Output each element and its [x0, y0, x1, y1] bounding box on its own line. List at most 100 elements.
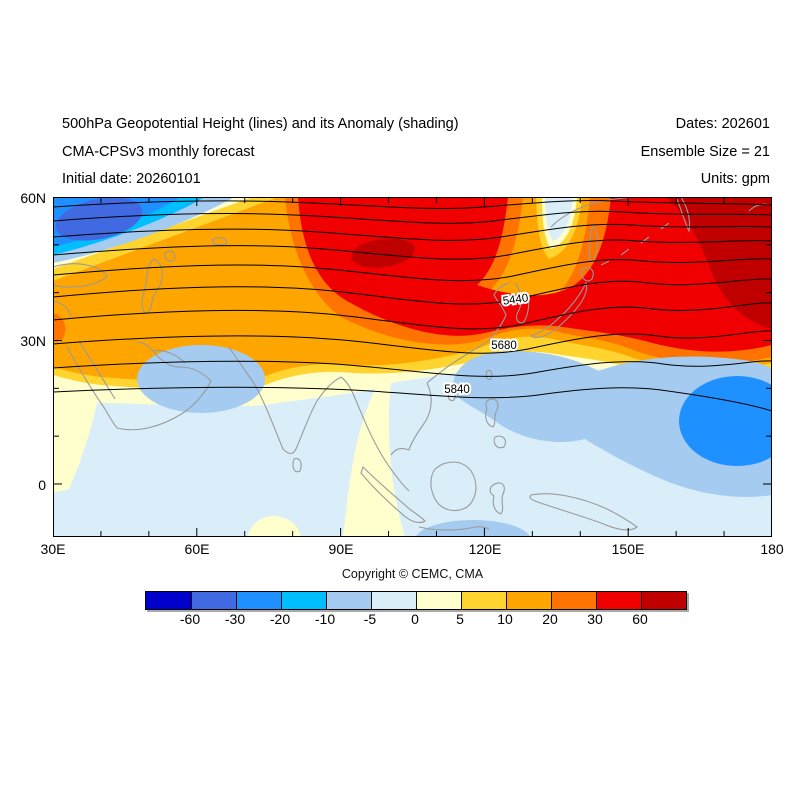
height-contour-5840	[53, 386, 772, 412]
header-left: 500hPa Geopotential Height (lines) and i…	[62, 111, 459, 194]
region-east-negative-core	[679, 376, 772, 466]
notch-pale-blue-sliver	[545, 197, 573, 241]
colorbar-tick-label: -30	[224, 611, 246, 627]
figure-title: 500hPa Geopotential Height (lines) and i…	[62, 116, 459, 132]
colorbar-tick-label: 30	[587, 611, 603, 627]
coast-caspian-sea	[141, 258, 164, 315]
x-axis-label: 180	[760, 541, 784, 557]
coast-balkhash	[212, 237, 228, 246]
coast-new-guinea	[529, 493, 638, 531]
region-cream-bump	[247, 515, 301, 537]
colorbar-tick-label: 5	[456, 611, 464, 627]
map-ticks	[54, 198, 771, 536]
colorbar-cell	[326, 592, 371, 609]
coast-luzon	[485, 398, 499, 428]
coast-persian-gulf	[152, 350, 186, 364]
colorbar	[145, 591, 687, 610]
colorbar-cell	[236, 592, 281, 609]
colorbar-tick-label: -5	[363, 611, 377, 627]
colorbar-cell	[146, 592, 191, 609]
coast-levant	[53, 300, 72, 318]
coast-arabia	[116, 341, 212, 431]
region-dark-red-core-central	[351, 238, 415, 268]
coast-aral	[164, 250, 176, 262]
coast-sakhalin	[588, 223, 599, 262]
contour-label-group: 5440 5680 5840	[442, 290, 531, 398]
coast-red-sea-west	[66, 346, 118, 429]
height-contour	[53, 258, 772, 282]
height-contour	[53, 360, 772, 377]
height-contour-5440	[53, 278, 772, 305]
y-axis-label: 0	[38, 477, 46, 493]
coast-black-sea	[53, 263, 108, 288]
coastlines	[53, 197, 770, 531]
coast-mindanao	[493, 435, 506, 449]
colorbar-tick-label: -20	[269, 611, 291, 627]
region-dark-red-ne	[665, 197, 772, 329]
coast-korea	[514, 282, 530, 324]
colorbar-tick-label: 20	[542, 611, 558, 627]
x-axis-label: 120E	[468, 541, 502, 557]
map-frame	[53, 197, 772, 537]
colorbar-tick-label: -10	[314, 611, 336, 627]
coast-malay	[372, 438, 410, 492]
coast-kamchatka	[676, 197, 691, 233]
height-contour	[53, 199, 772, 209]
region-red	[298, 197, 772, 352]
coast-sulawesi	[489, 482, 505, 515]
coast-java	[418, 526, 490, 531]
contour-label: 5680	[491, 340, 517, 352]
y-axis-label: 30N	[20, 333, 46, 349]
coast-hokkaido	[581, 267, 594, 282]
colorbar-tick-label: 60	[632, 611, 648, 627]
colorbar-cell	[641, 592, 686, 609]
initial-date-label: Initial date: 20260101	[62, 171, 201, 187]
colorbar-cell	[416, 592, 461, 609]
coast-india	[228, 346, 342, 455]
colorbar-tick-label: 0	[411, 611, 419, 627]
region-bottom-negative-patch	[415, 520, 531, 537]
wedge-royal-core	[55, 197, 143, 241]
copyright-label: Copyright © CEMC, CMA	[341, 567, 484, 581]
coast-borneo	[430, 461, 477, 511]
height-contour	[53, 239, 772, 260]
contour-lines	[53, 199, 772, 412]
coast-china	[426, 282, 510, 384]
colorbar-tick-label: -60	[179, 611, 201, 627]
colorbar-cell	[551, 592, 596, 609]
header-right: Dates: 202601 Ensemble Size = 21 Units: …	[641, 111, 770, 194]
ensemble-size-label: Ensemble Size = 21	[640, 143, 770, 160]
colorbar-cell	[461, 592, 506, 609]
coast-japan	[529, 281, 588, 338]
coast-sri-lanka	[292, 458, 302, 473]
coast-hainan	[447, 391, 456, 402]
height-contour	[53, 302, 772, 330]
coast-taiwan	[485, 369, 493, 380]
height-contour	[53, 210, 772, 224]
units-label: Units: gpm	[700, 171, 770, 187]
model-subtitle: CMA-CPSv3 monthly forecast	[62, 143, 255, 160]
contour-label: 5840	[444, 384, 470, 396]
height-contour	[53, 223, 772, 241]
height-contour-5680	[53, 330, 772, 354]
dates-label: Dates: 202601	[675, 116, 770, 132]
coast-kurils	[600, 222, 670, 266]
coast-red-sea-east	[78, 340, 116, 400]
coast-indochina	[390, 382, 432, 456]
x-axis-label: 60E	[184, 541, 210, 557]
x-axis-label: 150E	[611, 541, 645, 557]
x-axis-label: 30E	[40, 541, 66, 557]
coast-myanmar	[340, 376, 374, 440]
map-canvas: 5440 5680 5840	[53, 197, 772, 537]
colorbar-cell	[281, 592, 326, 609]
region-east-negative-halo	[452, 351, 772, 498]
colorbar-cell	[191, 592, 236, 609]
contour-label: 5440	[502, 292, 529, 307]
x-axis-label: 90E	[328, 541, 354, 557]
coast-sumatra	[360, 465, 426, 524]
colorbar-tick-label: 10	[497, 611, 513, 627]
colorbar-cell	[596, 592, 641, 609]
colorbar-cell	[371, 592, 416, 609]
anomaly-map: 5440 5680 5840	[53, 197, 772, 537]
